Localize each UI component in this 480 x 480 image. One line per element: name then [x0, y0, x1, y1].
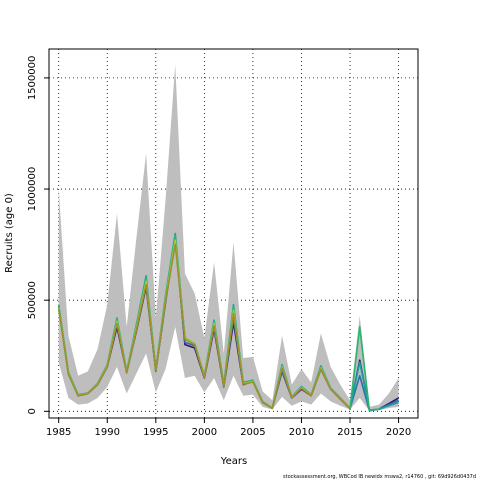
y-tick-label: 500000 — [27, 281, 38, 319]
x-tick-label: 2005 — [240, 427, 265, 438]
y-axis: 0 500000 1000000 1500000 — [27, 56, 49, 415]
footer-note: stockassessment.org, WBCod IB newidx msw… — [283, 474, 476, 480]
plot-frame — [48, 48, 419, 419]
series-lines-layer — [57, 232, 399, 412]
x-tick-label: 2010 — [289, 427, 314, 438]
y-tick-label: 1500000 — [27, 56, 38, 101]
x-tick-label: 1995 — [143, 427, 168, 438]
x-axis: 1985 1990 1995 2000 2005 2010 2015 2020 — [46, 418, 411, 438]
y-tick-label: 0 — [27, 408, 38, 414]
x-tick-label: 2015 — [337, 427, 362, 438]
x-tick-label: 1985 — [46, 427, 71, 438]
confidence-band — [58, 64, 399, 411]
confidence-band-layer — [58, 64, 399, 411]
x-tick-label: 2000 — [192, 427, 217, 438]
series-line-6 — [57, 243, 351, 410]
x-axis-title: Years — [220, 456, 247, 467]
y-axis-title: Recruits (age 0) — [4, 193, 15, 273]
y-tick-label: 1000000 — [27, 167, 38, 212]
x-tick-label: 1990 — [95, 427, 120, 438]
x-tick-label: 2020 — [386, 427, 411, 438]
